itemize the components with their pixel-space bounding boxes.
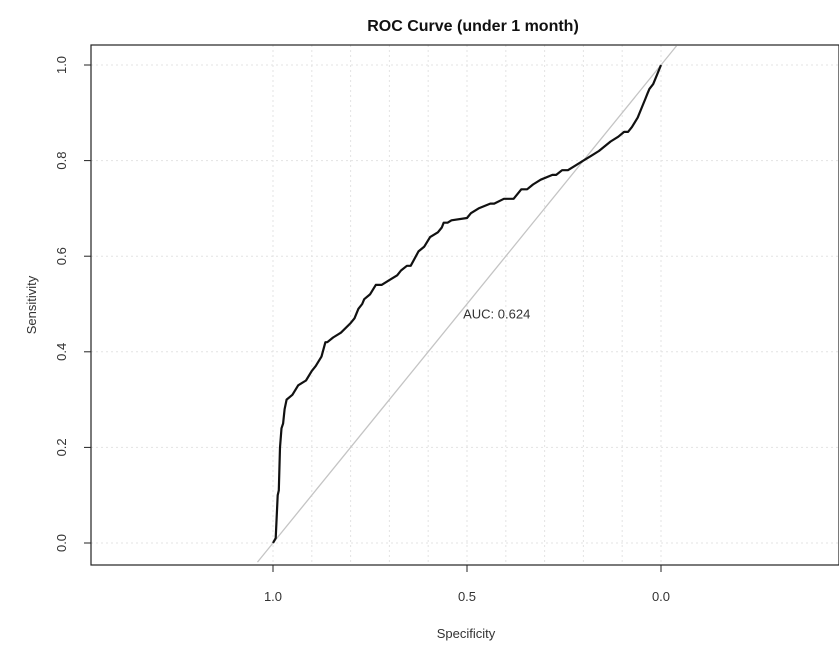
- plot-frame: [90, 44, 839, 566]
- x-axis-label: Specificity: [437, 626, 496, 641]
- x-tick-label: 1.0: [264, 589, 282, 604]
- y-tick-label: 0.2: [54, 438, 69, 456]
- x-axis: 1.0 0.5 0.0: [264, 565, 670, 604]
- x-tick-label: 0.0: [652, 589, 670, 604]
- roc-curve-line: [272, 64, 663, 544]
- y-tick-label: 0.4: [54, 343, 69, 361]
- y-tick-label: 0.8: [54, 152, 69, 170]
- auc-annotation: AUC: 0.624: [463, 307, 530, 322]
- y-axis-label: Sensitivity: [24, 275, 39, 334]
- y-tick-label: 0.6: [54, 247, 69, 265]
- y-axis: 0.0 0.2 0.4 0.6 0.8 1.0: [54, 56, 91, 552]
- reference-diagonal: [256, 45, 678, 563]
- chart-title: ROC Curve (under 1 month): [367, 18, 579, 35]
- y-tick-label: 0.0: [54, 534, 69, 552]
- grid: [91, 45, 839, 565]
- x-tick-label: 0.5: [458, 589, 476, 604]
- y-tick-label: 1.0: [54, 56, 69, 74]
